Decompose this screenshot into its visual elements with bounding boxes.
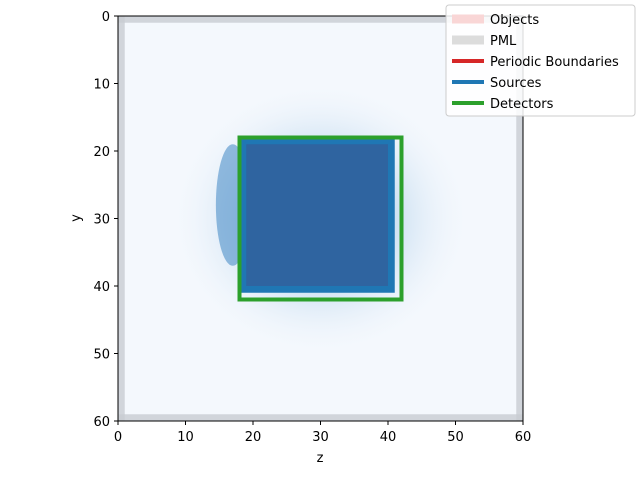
pml-left [118,16,125,421]
pml-right [516,16,523,421]
legend-box [445,4,636,117]
x-tick-label: 50 [447,430,464,445]
y-tick-label: 40 [93,280,110,295]
y-tick-label: 0 [102,10,110,25]
y-tick-label: 20 [93,145,110,160]
y-tick-label: 10 [93,78,110,93]
x-axis-ticks: 0 10 20 30 40 50 60 [114,421,531,445]
pml-top [118,16,523,23]
legend-label: Periodic Boundaries [490,55,619,70]
legend-label: Detectors [490,97,554,112]
x-tick-label: 60 [515,430,532,445]
legend-label: Sources [490,76,542,91]
y-axis-ticks: 0 10 20 30 40 50 60 [93,10,118,430]
pml-bottom [118,414,523,421]
x-tick-label: 40 [380,430,397,445]
y-tick-label: 50 [93,348,110,363]
object-region [246,144,388,286]
y-axis-label: y [69,214,84,222]
x-tick-label: 0 [114,430,122,445]
detector-box [237,135,404,302]
legend-label: PML [490,34,517,49]
legend: Objects PML Periodic Boundaries Sources Dete… [445,4,636,117]
y-tick-label: 30 [93,213,110,228]
x-axis-label: z [317,451,324,466]
legend-label: Objects [490,13,539,28]
x-tick-label: 30 [312,430,329,445]
x-tick-label: 10 [177,430,194,445]
x-tick-label: 20 [245,430,262,445]
y-tick-label: 60 [93,415,110,430]
